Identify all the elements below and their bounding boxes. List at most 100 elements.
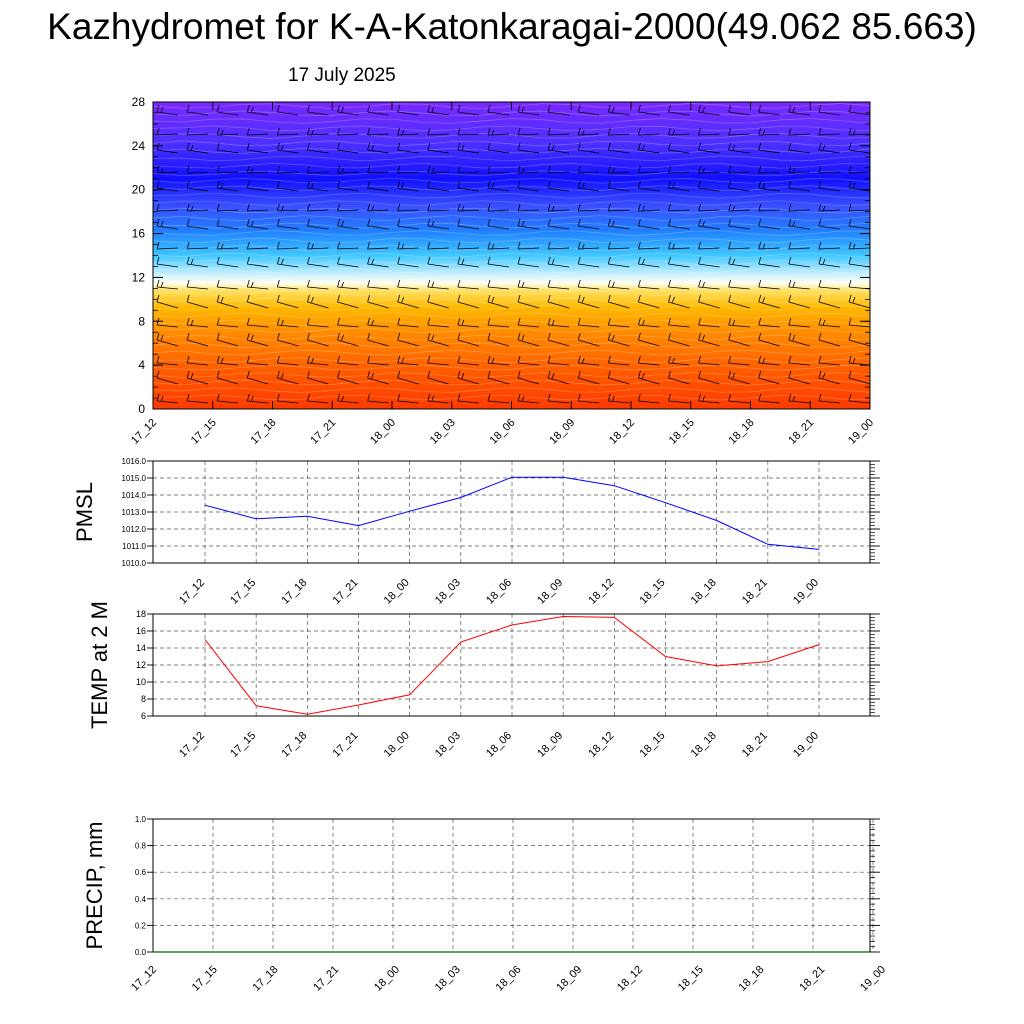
wind-barb (367, 362, 389, 366)
wind-barb-flag (276, 355, 280, 364)
wind-barb (638, 400, 660, 404)
wind-barb (668, 171, 690, 174)
wind-barb-flag (397, 142, 401, 151)
wind-barb-flag (607, 256, 611, 265)
wind-barb-flag (487, 142, 491, 151)
temp-xtick-label: 18_21 (740, 730, 770, 760)
profile-contour (152, 155, 871, 162)
wind-barb (156, 225, 179, 230)
wind-barb (848, 324, 871, 328)
wind-barb-flag (762, 296, 766, 303)
wind-barb (608, 324, 630, 328)
wind-barb (277, 377, 299, 385)
wind-barb-flag (788, 165, 792, 174)
wind-barb-flag (156, 370, 160, 379)
wind-barb-flag (848, 104, 852, 113)
wind-barb (487, 149, 510, 154)
wind-barb (668, 324, 690, 328)
wind-barb (818, 133, 840, 136)
wind-barb-flag (818, 104, 822, 113)
profile-contour (152, 245, 871, 251)
wind-barb-flag (581, 296, 585, 303)
wind-barb (758, 362, 780, 366)
profile-contour (152, 133, 871, 139)
wind-barb-flag (848, 127, 852, 136)
wind-barb (548, 400, 570, 404)
wind-barb-flag (307, 332, 310, 341)
wind-barb-flag (250, 334, 254, 341)
wind-barb-flag (668, 127, 671, 136)
wind-barb-flag (792, 167, 796, 174)
wind-barb (187, 263, 209, 268)
wind-barb (337, 133, 359, 136)
wind-barb (668, 263, 690, 268)
wind-barb-flag (818, 370, 822, 379)
wind-barb-flag (607, 127, 611, 136)
wind-barb (307, 324, 329, 328)
wind-barb-flag (186, 317, 190, 326)
wind-barb-flag (371, 372, 374, 379)
wind-barb-flag (341, 106, 344, 113)
wind-barb (307, 149, 329, 154)
wind-barb-flag (668, 393, 671, 402)
profile-contour (152, 372, 871, 378)
wind-barb (187, 247, 209, 250)
wind-barb (728, 187, 750, 192)
wind-barb-flag (728, 355, 732, 364)
wind-barb (457, 400, 479, 404)
wind-barb-flag (822, 372, 826, 379)
wind-barb-flag (547, 180, 551, 189)
wind-barb-flag (788, 393, 792, 402)
wind-barb-flag (728, 370, 732, 379)
wind-barb (277, 339, 299, 347)
wind-barb-flag (220, 129, 224, 136)
wind-barb-flag (728, 165, 732, 174)
wind-barb (578, 377, 600, 385)
wind-barb-flag (758, 180, 762, 189)
wind-barb (337, 171, 359, 174)
wind-barb-flag (698, 332, 701, 341)
wind-barb (187, 187, 209, 192)
wind-barb-flag (397, 256, 401, 265)
wind-barb (187, 400, 209, 404)
wind-barb-flag (728, 256, 732, 265)
wind-barb (427, 400, 449, 404)
wind-barb-flag (216, 370, 220, 379)
wind-barb-flag (341, 167, 344, 174)
wind-barb (487, 400, 509, 404)
wind-barb (638, 339, 660, 347)
wind-barb-flag (160, 395, 164, 402)
wind-barb-flag (698, 218, 701, 227)
wind-barb-flag (818, 203, 822, 212)
wind-barb-flag (276, 127, 280, 136)
wind-barb-flag (337, 142, 340, 151)
wind-barb-flag (547, 142, 551, 151)
wind-barb (427, 362, 449, 366)
wind-barb-flag (611, 281, 615, 288)
wind-barb (156, 263, 179, 268)
wind-barb-flag (521, 395, 525, 402)
wind-barb-flag (457, 256, 461, 265)
wind-barb-flag (517, 142, 521, 151)
wind-barb (548, 301, 570, 309)
wind-barb-flag (848, 241, 852, 250)
wind-barb-flag (186, 180, 190, 189)
wind-barb-flag (307, 294, 310, 303)
wind-barb-flag (521, 220, 525, 227)
precip-xtick-label: 19_00 (858, 964, 888, 994)
wind-barb-flag (728, 203, 732, 212)
wind-barb-flag (457, 317, 461, 326)
wind-barb (337, 209, 359, 212)
wind-barb (848, 171, 871, 174)
wind-barb (337, 324, 359, 328)
pmsl-xtick-label: 17_12 (177, 577, 207, 607)
wind-barb-flag (427, 256, 431, 265)
wind-barb-flag (156, 127, 160, 136)
wind-barb-flag (156, 241, 160, 250)
profile-contour (152, 200, 871, 206)
wind-barb-flag (307, 218, 310, 227)
wind-barb (608, 187, 630, 192)
wind-barb-flag (311, 243, 314, 250)
wind-barb-flag (822, 319, 826, 326)
wind-barb (578, 149, 600, 154)
